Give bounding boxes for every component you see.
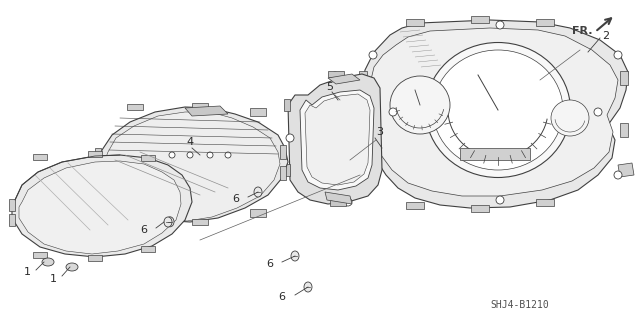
- Text: 1: 1: [24, 267, 31, 277]
- Ellipse shape: [187, 152, 193, 158]
- Polygon shape: [330, 200, 346, 206]
- Ellipse shape: [344, 198, 352, 206]
- Ellipse shape: [433, 50, 563, 170]
- Polygon shape: [9, 199, 15, 211]
- Polygon shape: [141, 246, 155, 252]
- Polygon shape: [9, 214, 15, 226]
- Ellipse shape: [426, 42, 570, 177]
- Text: 6: 6: [266, 259, 273, 269]
- Ellipse shape: [369, 171, 377, 179]
- Polygon shape: [280, 145, 286, 159]
- Polygon shape: [328, 74, 360, 84]
- Polygon shape: [280, 166, 286, 180]
- Polygon shape: [250, 108, 266, 116]
- Ellipse shape: [291, 251, 299, 261]
- Polygon shape: [192, 219, 208, 225]
- Polygon shape: [141, 155, 155, 161]
- Polygon shape: [12, 155, 192, 257]
- Polygon shape: [620, 71, 628, 85]
- Ellipse shape: [286, 134, 294, 142]
- Ellipse shape: [369, 51, 377, 59]
- Polygon shape: [88, 151, 102, 157]
- Polygon shape: [19, 161, 181, 254]
- Text: 6: 6: [140, 225, 147, 235]
- Polygon shape: [127, 217, 143, 223]
- Ellipse shape: [614, 51, 622, 59]
- Polygon shape: [95, 168, 101, 182]
- Text: 5: 5: [326, 82, 333, 92]
- Ellipse shape: [331, 72, 339, 80]
- Text: 2: 2: [602, 31, 609, 41]
- Ellipse shape: [496, 196, 504, 204]
- Polygon shape: [370, 28, 618, 196]
- Ellipse shape: [614, 171, 622, 179]
- Text: SHJ4-B1210: SHJ4-B1210: [490, 300, 548, 310]
- Polygon shape: [536, 198, 554, 205]
- Text: 1: 1: [50, 274, 57, 284]
- Polygon shape: [471, 204, 489, 211]
- Polygon shape: [460, 148, 530, 160]
- Ellipse shape: [254, 187, 262, 197]
- Text: 6: 6: [232, 194, 239, 204]
- Polygon shape: [305, 94, 370, 185]
- Text: FR.: FR.: [572, 26, 593, 36]
- Polygon shape: [98, 107, 288, 222]
- Polygon shape: [362, 20, 628, 208]
- Ellipse shape: [594, 108, 602, 116]
- Polygon shape: [471, 16, 489, 23]
- Ellipse shape: [66, 263, 78, 271]
- Ellipse shape: [42, 258, 54, 266]
- Ellipse shape: [304, 282, 312, 292]
- Polygon shape: [284, 99, 290, 111]
- Polygon shape: [618, 163, 634, 177]
- Text: 6: 6: [278, 292, 285, 302]
- Polygon shape: [185, 106, 228, 116]
- Polygon shape: [102, 112, 280, 221]
- Ellipse shape: [166, 217, 174, 227]
- Polygon shape: [33, 154, 47, 160]
- Polygon shape: [406, 19, 424, 26]
- Polygon shape: [33, 252, 47, 258]
- Polygon shape: [620, 123, 628, 137]
- Ellipse shape: [551, 100, 589, 136]
- Text: 4: 4: [186, 137, 193, 147]
- Ellipse shape: [390, 76, 450, 134]
- Polygon shape: [536, 19, 554, 26]
- Ellipse shape: [389, 108, 397, 116]
- Polygon shape: [288, 74, 382, 204]
- Ellipse shape: [225, 152, 231, 158]
- Polygon shape: [359, 71, 367, 85]
- Polygon shape: [127, 104, 143, 110]
- Ellipse shape: [169, 152, 175, 158]
- Polygon shape: [284, 164, 290, 176]
- Polygon shape: [406, 202, 424, 209]
- Polygon shape: [300, 90, 374, 190]
- Polygon shape: [359, 123, 367, 137]
- Ellipse shape: [207, 152, 213, 158]
- Polygon shape: [328, 71, 344, 77]
- Polygon shape: [95, 148, 101, 162]
- Polygon shape: [192, 103, 208, 109]
- Ellipse shape: [496, 21, 504, 29]
- Polygon shape: [325, 192, 352, 204]
- Polygon shape: [88, 255, 102, 261]
- Text: 3: 3: [376, 127, 383, 137]
- Polygon shape: [250, 209, 266, 217]
- Ellipse shape: [164, 217, 172, 227]
